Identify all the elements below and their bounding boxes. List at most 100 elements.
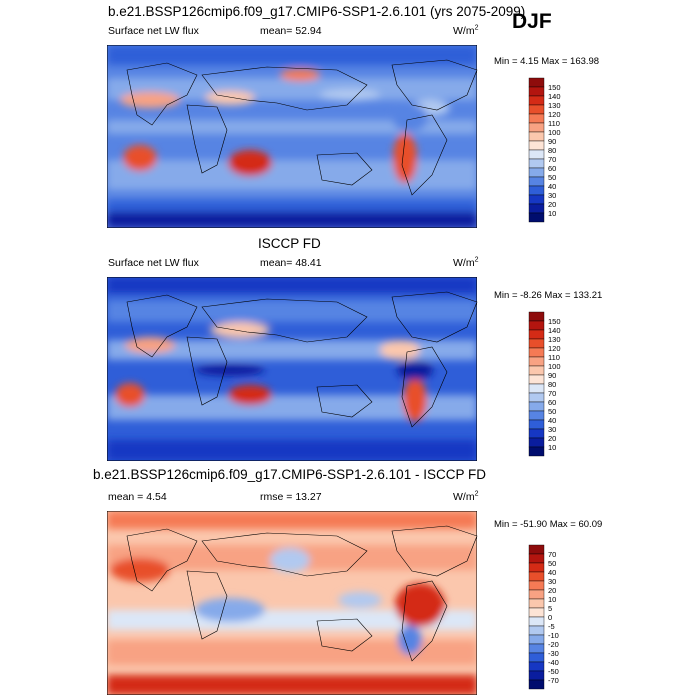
colorbar-tick-label: 60 (548, 398, 556, 407)
colorbar-tick-label: 50 (548, 173, 556, 182)
colorbar-swatch (528, 616, 545, 627)
colorbar-tick-label: 60 (548, 164, 556, 173)
colorbar-swatch (528, 634, 545, 645)
colorbar-tick-label: 40 (548, 416, 556, 425)
coastline-path (201, 298, 368, 343)
colorbar-tick-label: -20 (548, 640, 559, 649)
colorbar-tick-label: 100 (548, 362, 561, 371)
colorbar-swatch (528, 670, 545, 681)
colorbar-tick-label: 5 (548, 604, 552, 613)
panel-3-rmse-value: 13.27 (295, 491, 322, 503)
coastline-path (126, 62, 198, 126)
coastline-path (126, 528, 198, 592)
colorbar-tick-label: 40 (548, 568, 556, 577)
panel-2-minmax: Min = -8.26 Max = 133.21 (494, 290, 603, 301)
panel-3-minmax: Min = -51.90 Max = 60.09 (494, 519, 603, 530)
panel-2-title: ISCCP FD (258, 236, 321, 251)
coastline-panel-2 (126, 291, 478, 428)
panel-3-title: b.e21.BSSP126cmip6.f09_g17.CMIP6-SSP1-2.… (93, 467, 486, 482)
colorbar-tick-label: 20 (548, 434, 556, 443)
coastline-path (126, 294, 198, 358)
colorbar-swatch (528, 661, 545, 672)
colorbar-swatch (528, 131, 545, 142)
coastline-path (186, 104, 228, 174)
colorbar-tick-label: -5 (548, 622, 555, 631)
colorbar-swatch (528, 77, 545, 88)
colorbar-swatch (528, 392, 545, 403)
colorbar-tick-label: 120 (548, 344, 561, 353)
colorbar-swatch (528, 212, 545, 223)
colorbar-tick-label: 70 (548, 550, 556, 559)
colorbar-tick-label: 50 (548, 407, 556, 416)
coastline-path (401, 114, 448, 196)
colorbar-tick-label: 50 (548, 559, 556, 568)
colorbar-swatch (528, 580, 545, 591)
colorbar-swatch (528, 544, 545, 555)
panel-2-mean-label: mean= (260, 257, 293, 269)
panel-2-mean-value: 48.41 (295, 257, 322, 269)
colorbar-tick-label: 110 (548, 119, 560, 128)
colorbar-swatch (528, 356, 545, 367)
colorbar-tick-label: -50 (548, 667, 559, 676)
colorbar-tick-label: 10 (548, 209, 556, 218)
colorbar-tick-label: 30 (548, 425, 556, 434)
colorbar-swatch (528, 374, 545, 385)
coastline-path (316, 618, 373, 652)
panel-1-map (107, 45, 477, 228)
colorbar-swatch (528, 383, 545, 394)
panel-2-units-base: W/m (453, 257, 475, 269)
colorbar-tick-label: 90 (548, 137, 556, 146)
panel-3-units-exp: 2 (474, 490, 479, 498)
colorbar-tick-label: 150 (548, 83, 561, 92)
coastline-path (391, 525, 478, 577)
colorbar-tick-label: 80 (548, 380, 556, 389)
coastline-panel-3 (126, 525, 478, 662)
panel-1-units-exp: 2 (474, 24, 479, 32)
panel-1-mean-value: 52.94 (295, 25, 322, 37)
colorbar-swatch (528, 365, 545, 376)
colorbar-swatch (528, 86, 545, 97)
colorbar-tick-label: -10 (548, 631, 559, 640)
colorbar-swatch (528, 95, 545, 106)
colorbar-swatch (528, 428, 545, 439)
colorbar-tick-label: 100 (548, 128, 561, 137)
coastline-path (391, 59, 478, 111)
coastline-path (186, 336, 228, 406)
panel-1-units-base: W/m (453, 25, 475, 37)
colorbar-tick-label: -30 (548, 649, 559, 658)
panel-3-units-base: W/m (453, 491, 475, 503)
colorbar-tick-label: 30 (548, 191, 556, 200)
panel-3-rmse: rmse = 13.27 (260, 492, 322, 503)
coastline-path (201, 532, 368, 577)
colorbar-tick-label: 20 (548, 586, 556, 595)
colorbar-tick-label: 30 (548, 577, 556, 586)
colorbar-swatch (528, 589, 545, 600)
colorbar-swatch (528, 338, 545, 349)
coastline-path (401, 346, 448, 428)
colorbar-tick-label: 80 (548, 146, 556, 155)
colorbar-tick-label: 90 (548, 371, 556, 380)
colorbar-tick-label: 110 (548, 353, 560, 362)
colorbar-swatch (528, 194, 545, 205)
colorbar-swatch (528, 140, 545, 151)
panel-2-units: W/m2 (453, 257, 478, 269)
colorbar-swatch (528, 419, 545, 430)
colorbar-swatch (528, 122, 545, 133)
colorbar-swatch (528, 652, 545, 663)
colorbar-swatch (528, 104, 545, 115)
colorbar-swatch (528, 571, 545, 582)
colorbar-swatch (528, 113, 545, 124)
colorbar-swatch (528, 410, 545, 421)
colorbar-swatch (528, 598, 545, 609)
colorbar-swatch (528, 329, 545, 340)
panel-2-variable: Surface net LW flux (108, 257, 199, 269)
coastline-path (316, 384, 373, 418)
colorbar-tick-label: 130 (548, 101, 561, 110)
colorbar-tick-label: 130 (548, 335, 561, 344)
coastline-path (401, 580, 448, 662)
colorbar-swatch (528, 446, 545, 457)
panel-1-mean-label: mean= (260, 25, 293, 37)
panel-3-units: W/m2 (453, 490, 479, 503)
